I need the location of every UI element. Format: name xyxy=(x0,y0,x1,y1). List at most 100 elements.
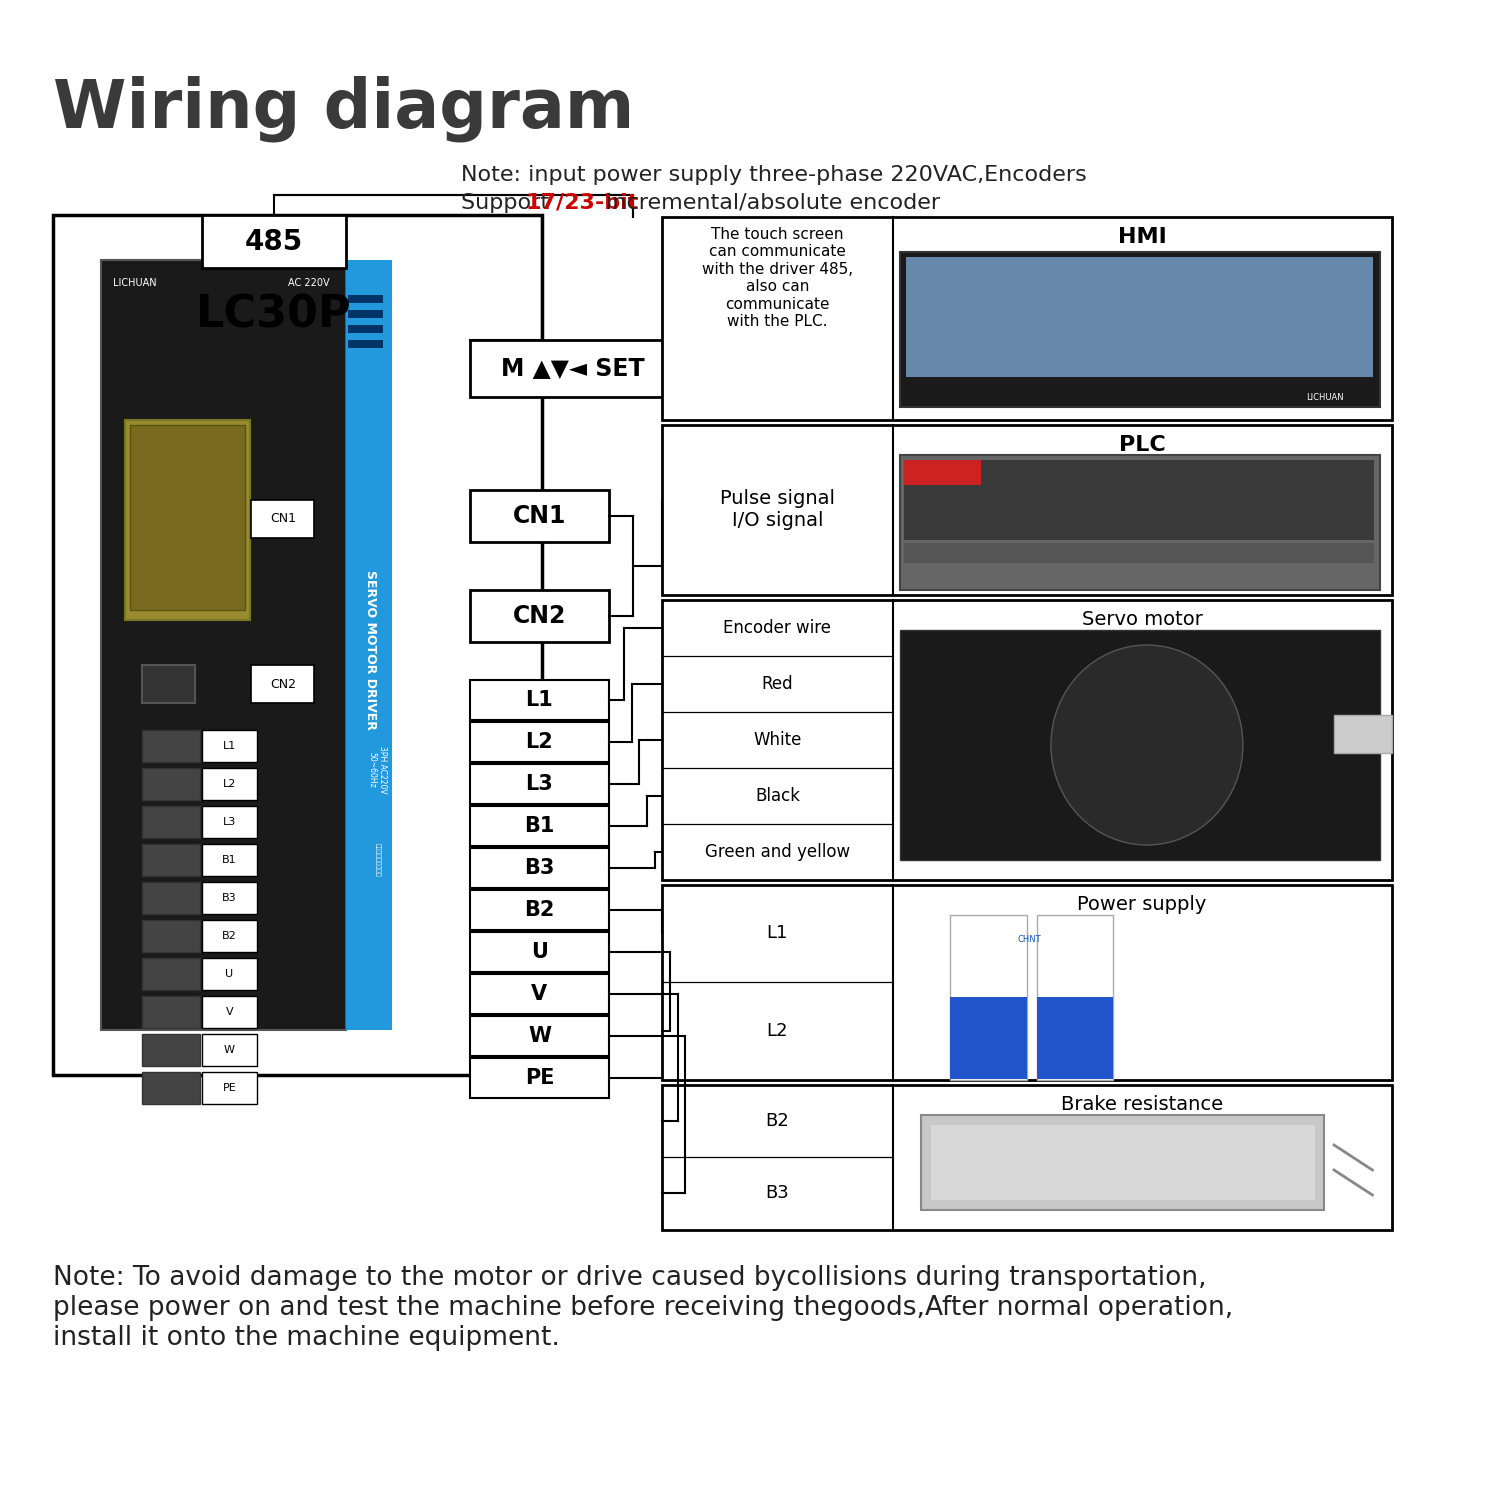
Bar xyxy=(142,730,200,762)
Text: B2: B2 xyxy=(765,1112,789,1130)
Text: L2: L2 xyxy=(525,732,554,752)
Bar xyxy=(201,844,256,876)
Bar xyxy=(471,590,609,642)
Text: The touch screen
can communicate
with the driver 485,
also can
communicate
with : The touch screen can communicate with th… xyxy=(702,226,853,328)
Text: Power supply: Power supply xyxy=(1077,896,1208,914)
Bar xyxy=(348,326,382,333)
Bar xyxy=(201,882,256,914)
Bar xyxy=(252,500,314,538)
Text: AC 220V: AC 220V xyxy=(288,278,330,288)
Text: Brake resistance: Brake resistance xyxy=(1060,1095,1222,1114)
Bar xyxy=(129,424,244,610)
Text: B3: B3 xyxy=(524,858,555,877)
Text: V: V xyxy=(225,1007,232,1017)
Bar xyxy=(1334,716,1392,753)
Bar xyxy=(950,915,1028,1080)
Text: Note: To avoid damage to the motor or drive caused bycollisions during transport: Note: To avoid damage to the motor or dr… xyxy=(53,1264,1233,1352)
Bar xyxy=(201,214,345,268)
Text: incremental/absolute encoder: incremental/absolute encoder xyxy=(600,194,940,213)
Bar xyxy=(471,722,609,762)
Text: CN2: CN2 xyxy=(513,604,566,628)
Bar xyxy=(471,764,609,804)
Bar xyxy=(471,974,609,1014)
Text: CN1: CN1 xyxy=(270,513,296,525)
Bar xyxy=(662,1084,1392,1230)
Bar xyxy=(471,340,676,398)
Bar xyxy=(662,217,1392,420)
Text: L2: L2 xyxy=(766,1022,788,1040)
Bar xyxy=(471,890,609,930)
Bar xyxy=(900,630,1380,860)
Text: SERVO MOTOR DRIVER: SERVO MOTOR DRIVER xyxy=(364,570,376,730)
Bar xyxy=(142,1072,200,1104)
Text: B1: B1 xyxy=(222,855,237,865)
Text: U: U xyxy=(531,942,548,962)
Bar xyxy=(348,340,382,348)
Bar xyxy=(201,768,256,800)
Text: B3: B3 xyxy=(222,892,237,903)
Bar xyxy=(53,214,543,1075)
Text: L1: L1 xyxy=(224,741,236,752)
Text: CHNT: CHNT xyxy=(1019,936,1041,945)
Bar xyxy=(904,543,1374,562)
Bar xyxy=(201,996,256,1028)
Bar xyxy=(1036,998,1113,1078)
Bar xyxy=(900,454,1380,590)
Text: V: V xyxy=(531,984,548,1004)
Text: Pulse signal
I/O signal: Pulse signal I/O signal xyxy=(720,489,836,531)
Text: Green and yellow: Green and yellow xyxy=(705,843,850,861)
Text: Black: Black xyxy=(754,788,800,806)
Text: PLC: PLC xyxy=(1119,435,1166,454)
Text: 485: 485 xyxy=(244,228,303,256)
Text: LICHUAN: LICHUAN xyxy=(114,278,158,288)
Bar xyxy=(348,310,382,318)
Bar xyxy=(904,460,981,484)
Text: L2: L2 xyxy=(222,778,236,789)
Bar xyxy=(142,920,200,952)
Circle shape xyxy=(1052,645,1244,844)
Bar xyxy=(471,490,609,542)
Bar xyxy=(904,460,1374,540)
Bar xyxy=(348,296,382,303)
Bar xyxy=(201,1072,256,1104)
Bar xyxy=(662,600,1392,880)
Bar xyxy=(1036,915,1113,1080)
Bar xyxy=(100,260,345,1030)
Bar xyxy=(662,424,1392,596)
Bar xyxy=(950,998,1028,1078)
Text: B2: B2 xyxy=(524,900,555,920)
Text: Wiring diagram: Wiring diagram xyxy=(53,75,634,141)
Bar xyxy=(201,806,256,838)
Bar xyxy=(906,256,1374,376)
Bar xyxy=(142,958,200,990)
Bar xyxy=(142,844,200,876)
Bar xyxy=(142,806,200,838)
Text: B3: B3 xyxy=(765,1184,789,1202)
Text: Support: Support xyxy=(460,194,556,213)
Text: PE: PE xyxy=(525,1068,554,1088)
Text: Servo motor: Servo motor xyxy=(1082,610,1203,628)
Bar xyxy=(201,958,256,990)
Bar xyxy=(906,376,1374,399)
Bar xyxy=(471,1016,609,1056)
Text: W: W xyxy=(528,1026,550,1045)
Bar xyxy=(142,664,195,704)
Text: L1: L1 xyxy=(525,690,554,709)
Text: PE: PE xyxy=(222,1083,237,1094)
Bar xyxy=(471,806,609,846)
Text: White: White xyxy=(753,730,801,748)
Text: M ▲▼◄ SET: M ▲▼◄ SET xyxy=(501,356,645,380)
Text: LICHUAN: LICHUAN xyxy=(1306,393,1344,402)
Text: Encoder wire: Encoder wire xyxy=(723,620,831,638)
Text: 3PH AC220V
50~60Hz: 3PH AC220V 50~60Hz xyxy=(368,746,387,794)
Text: W: W xyxy=(224,1046,236,1054)
Bar xyxy=(471,932,609,972)
Text: CN1: CN1 xyxy=(513,504,566,528)
Bar xyxy=(201,730,256,762)
Bar xyxy=(142,996,200,1028)
Bar xyxy=(471,1058,609,1098)
Bar xyxy=(921,1114,1324,1210)
Text: L1: L1 xyxy=(766,924,788,942)
Bar xyxy=(124,420,249,620)
Bar xyxy=(932,1125,1316,1200)
